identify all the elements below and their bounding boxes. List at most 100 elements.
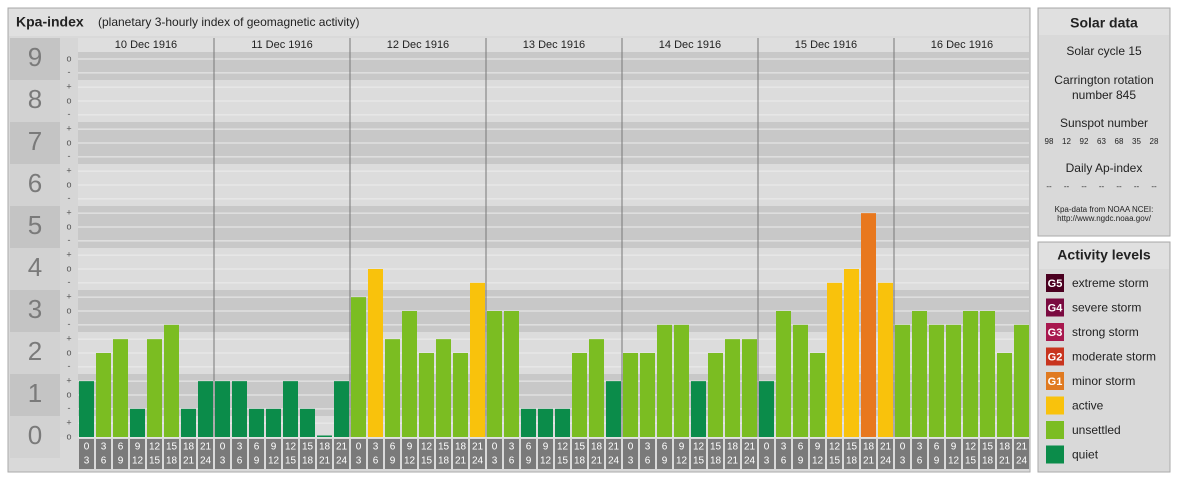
solar-cycle: Solar cycle 15	[1066, 44, 1142, 58]
y-tick-label: 5	[28, 210, 42, 240]
legend-swatch	[1046, 445, 1064, 464]
bar	[895, 324, 910, 437]
legend-swatch	[1046, 298, 1064, 317]
time-label-end: 15	[149, 456, 161, 467]
time-label-bg	[130, 439, 145, 469]
ap-value: --	[1151, 182, 1157, 191]
time-label-end: 24	[200, 456, 212, 467]
bar	[555, 408, 570, 437]
time-label-start: 21	[200, 442, 212, 453]
time-label-start: 12	[829, 442, 841, 453]
time-label-bg	[963, 439, 978, 469]
time-label-bg	[844, 439, 859, 469]
time-label-end: 21	[183, 456, 195, 467]
minor-tick-label: o	[66, 389, 71, 399]
time-label-end: 15	[285, 456, 297, 467]
minor-tick-label: +	[66, 334, 71, 344]
time-label-bg	[776, 439, 791, 469]
time-label-bg	[402, 439, 417, 469]
time-label-end: 18	[846, 456, 858, 467]
time-label-start: 6	[662, 442, 668, 453]
bar	[640, 353, 655, 437]
time-label-start: 6	[526, 442, 532, 453]
time-label-bg	[538, 439, 553, 469]
bar	[674, 324, 689, 437]
bar	[980, 311, 995, 437]
kp-band-label-bg	[10, 248, 60, 290]
time-label-end: 24	[744, 456, 756, 467]
time-label-bg	[810, 439, 825, 469]
time-label-bg	[198, 439, 213, 469]
time-label-bg	[912, 439, 927, 469]
time-label-bg	[453, 439, 468, 469]
minor-tick-label: o	[66, 263, 71, 273]
time-label-bg	[351, 439, 366, 469]
bar	[181, 408, 196, 437]
time-label-end: 18	[166, 456, 178, 467]
time-label-end: 12	[540, 456, 552, 467]
time-label-bg	[147, 439, 162, 469]
time-label-start: 18	[999, 442, 1011, 453]
bar	[725, 339, 740, 437]
y-tick-label: 0	[28, 420, 42, 450]
ap-value: --	[1064, 182, 1070, 191]
time-label-bg	[436, 439, 451, 469]
bar	[878, 282, 893, 437]
time-label-end: 6	[645, 456, 651, 467]
bar	[317, 435, 332, 437]
time-label-start: 6	[254, 442, 260, 453]
time-label-bg	[623, 439, 638, 469]
bar	[572, 353, 587, 437]
kp-band-label-bg	[10, 332, 60, 374]
ap-value: --	[1046, 182, 1052, 191]
time-label-bg	[317, 439, 332, 469]
time-label-end: 15	[829, 456, 841, 467]
time-label-end: 18	[302, 456, 314, 467]
chart-subtitle: (planetary 3-hourly index of geomagnetic…	[98, 15, 359, 29]
ap-value: --	[1134, 182, 1140, 191]
time-label-bg	[1014, 439, 1029, 469]
bar	[912, 311, 927, 437]
legend-label: strong storm	[1072, 325, 1139, 339]
time-label-bg	[283, 439, 298, 469]
time-label-end: 15	[421, 456, 433, 467]
bar	[368, 269, 383, 437]
time-label-bg	[300, 439, 315, 469]
time-label-start: 15	[982, 442, 994, 453]
bar	[147, 339, 162, 437]
time-label-bg	[895, 439, 910, 469]
time-label-end: 18	[710, 456, 722, 467]
kp-band-label-bg	[10, 38, 60, 80]
time-label-bg	[691, 439, 706, 469]
time-label-start: 18	[727, 442, 739, 453]
bar	[521, 408, 536, 437]
title-bar	[9, 9, 1029, 36]
ap-label: Daily Ap-index	[1066, 161, 1143, 175]
time-label-end: 24	[1016, 456, 1028, 467]
time-label-end: 21	[455, 456, 467, 467]
y-tick-label: 3	[28, 294, 42, 324]
time-label-end: 9	[934, 456, 940, 467]
bar	[249, 408, 264, 437]
bar	[113, 339, 128, 437]
time-label-start: 9	[407, 442, 413, 453]
kp-band	[78, 416, 1029, 437]
legend-badge: G3	[1048, 327, 1063, 339]
time-label-start: 3	[237, 442, 243, 453]
time-label-end: 21	[591, 456, 603, 467]
time-label-bg	[419, 439, 434, 469]
time-label-bg	[96, 439, 111, 469]
bar	[385, 339, 400, 437]
minor-tick-label: +	[66, 250, 71, 260]
time-label-bg	[980, 439, 995, 469]
bar	[96, 353, 111, 437]
time-label-bg	[79, 439, 94, 469]
time-label-bg	[487, 439, 502, 469]
time-label-end: 15	[557, 456, 569, 467]
kp-band-label-bg	[10, 164, 60, 206]
minor-tick-label: -	[68, 67, 71, 77]
minor-tick-label: +	[66, 124, 71, 134]
time-label-start: 12	[149, 442, 161, 453]
time-label-end: 9	[118, 456, 124, 467]
time-label-start: 3	[373, 442, 379, 453]
